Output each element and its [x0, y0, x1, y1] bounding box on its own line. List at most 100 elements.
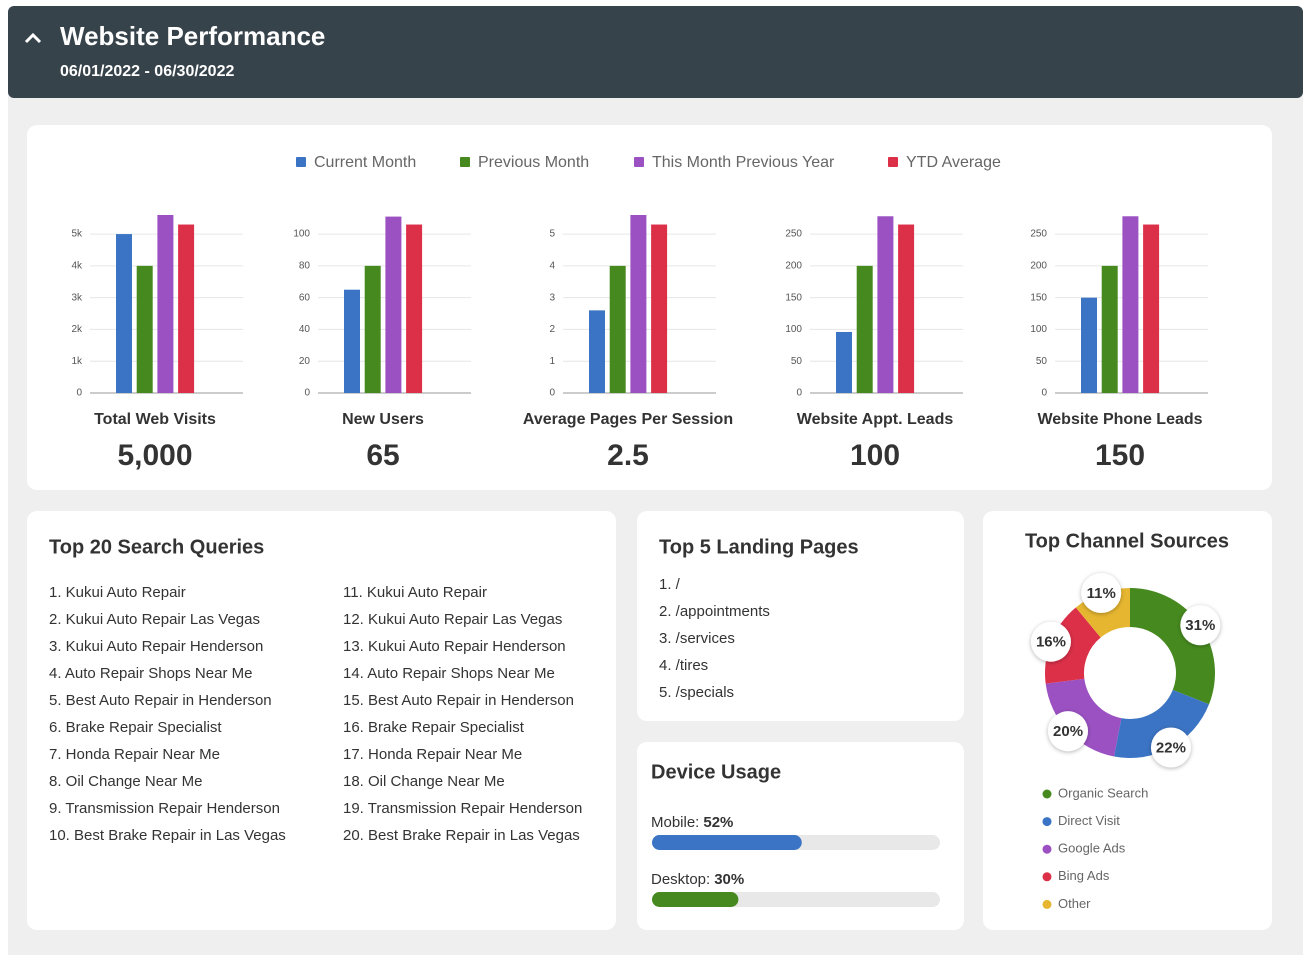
headline-value: 100 — [850, 439, 900, 472]
bar — [385, 216, 402, 393]
bar — [589, 310, 605, 393]
y-tick-label: 1k — [71, 356, 83, 367]
search-card — [27, 511, 616, 930]
y-tick-label: 0 — [76, 388, 82, 399]
list-item: 20. Best Brake Repair in Las Vegas — [343, 827, 580, 844]
bar — [651, 224, 668, 393]
legend-swatch — [888, 157, 898, 167]
y-tick-label: 40 — [299, 324, 311, 335]
y-tick-label: 60 — [299, 292, 311, 303]
list-item: 6. Brake Repair Specialist — [49, 719, 222, 736]
list-item: 5. /specials — [659, 684, 734, 701]
y-tick-label: 150 — [785, 292, 802, 303]
list-item: 9. Transmission Repair Henderson — [49, 800, 280, 817]
list-item: 8. Oil Change Near Me — [49, 773, 202, 790]
legend-label: Previous Month — [478, 154, 589, 171]
bar — [609, 265, 626, 393]
y-tick-label: 250 — [785, 229, 802, 240]
pie-label: 22% — [1156, 739, 1186, 756]
header-title: Website Performance — [60, 21, 325, 51]
y-tick-label: 1 — [549, 356, 555, 367]
collapse-chevron[interactable] — [24, 32, 42, 44]
list-item: 7. Honda Repair Near Me — [49, 746, 220, 763]
y-tick-label: 0 — [1041, 388, 1047, 399]
card-title: Top Channel Sources — [1025, 530, 1229, 552]
list-item: 17. Honda Repair Near Me — [343, 746, 522, 763]
legend-label: This Month Previous Year — [652, 154, 835, 171]
chart-title: Average Pages Per Session — [523, 411, 733, 428]
legend-swatch — [634, 157, 644, 167]
date-range: 06/01/2022 - 06/30/2022 — [60, 63, 234, 80]
pie-label-badge — [1150, 727, 1191, 768]
bar — [856, 265, 873, 393]
pie-slice — [1045, 678, 1122, 757]
legend-dot — [1042, 844, 1052, 854]
list-item: 1. / — [659, 576, 681, 593]
y-tick-label: 250 — [1030, 229, 1047, 240]
y-tick-label: 100 — [293, 229, 310, 240]
bar — [630, 215, 647, 393]
list-item: 2. /appointments — [659, 603, 770, 620]
pie-label: 16% — [1036, 634, 1066, 651]
legend-label: Bing Ads — [1058, 868, 1110, 883]
headline-value: 5,000 — [117, 439, 192, 472]
y-tick-label: 3k — [71, 292, 83, 303]
device-label: Mobile: 52% — [651, 814, 733, 831]
legend-label: YTD Average — [906, 154, 1001, 171]
y-tick-label: 2 — [549, 324, 555, 335]
list-item: 2. Kukui Auto Repair Las Vegas — [49, 611, 260, 628]
landing-card — [637, 511, 964, 721]
list-item: 15. Best Auto Repair in Henderson — [343, 692, 574, 709]
list-item: 1. Kukui Auto Repair — [49, 584, 186, 601]
y-tick-label: 5k — [71, 229, 83, 240]
list-item: 3. /services — [659, 630, 735, 647]
y-tick-label: 50 — [1036, 356, 1048, 367]
list-item: 4. /tires — [659, 657, 708, 674]
bar — [1143, 224, 1160, 393]
y-tick-label: 100 — [1030, 324, 1047, 335]
progress-bar — [652, 835, 802, 850]
list-item: 4. Auto Repair Shops Near Me — [49, 665, 252, 682]
card-title: Top 5 Landing Pages — [659, 536, 859, 558]
list-item: 13. Kukui Auto Repair Henderson — [343, 638, 566, 655]
bar — [157, 215, 174, 393]
list-item: 16. Brake Repair Specialist — [343, 719, 525, 736]
legend-dot — [1042, 789, 1052, 799]
legend-label: Other — [1058, 896, 1091, 911]
device-name: Mobile: — [651, 814, 699, 831]
list-item: 5. Best Auto Repair in Henderson — [49, 692, 272, 709]
bar — [877, 216, 894, 393]
legend-dot — [1042, 899, 1052, 909]
bar — [136, 265, 153, 393]
y-tick-label: 100 — [785, 324, 802, 335]
list-item: 18. Oil Change Near Me — [343, 773, 505, 790]
legend-dot — [1042, 817, 1052, 827]
y-tick-label: 4k — [71, 260, 83, 271]
bar — [344, 289, 360, 393]
y-tick-label: 20 — [299, 356, 311, 367]
legend-label: Current Month — [314, 154, 416, 171]
headline-value: 65 — [366, 439, 399, 472]
y-tick-label: 5 — [549, 229, 555, 240]
device-name: Desktop: — [651, 871, 710, 888]
headline-value: 150 — [1095, 439, 1145, 472]
bar — [1122, 216, 1139, 393]
bar — [364, 265, 381, 393]
bar — [836, 331, 852, 393]
progress-bar — [652, 892, 739, 907]
list-item: 11. Kukui Auto Repair — [343, 584, 487, 601]
pie-label: 31% — [1185, 617, 1215, 634]
legend-dot — [1042, 872, 1052, 882]
pie-label-badge — [1030, 621, 1071, 662]
headline-value: 2.5 — [607, 439, 649, 472]
device-label: Desktop: 30% — [651, 871, 744, 888]
bar — [1101, 265, 1118, 393]
list-item: 19. Transmission Repair Henderson — [343, 800, 582, 817]
legend-swatch — [296, 157, 306, 167]
y-tick-label: 2k — [71, 324, 83, 335]
list-item: 12. Kukui Auto Repair Las Vegas — [343, 611, 562, 628]
legend-label: Google Ads — [1058, 841, 1126, 856]
pie-label: 20% — [1053, 723, 1083, 740]
